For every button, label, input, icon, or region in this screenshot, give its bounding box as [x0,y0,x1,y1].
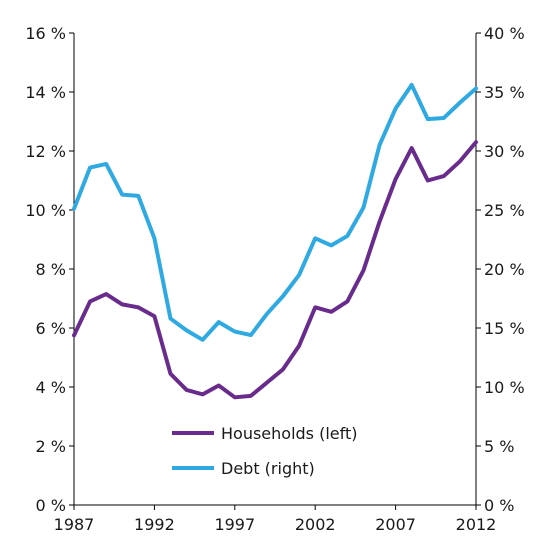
x-tick-label: 1997 [214,515,255,534]
x-tick-label: 1992 [134,515,175,534]
series-layer [72,82,478,400]
left-tick-label: 14 % [25,83,66,102]
x-tick-label: 2012 [456,515,497,534]
legend-item-debt: Debt (right) [172,459,315,478]
left-axis-ticks: 0 % 2 % 4 % 6 % 8 % 10 % 12 % 14 % 16 % [25,24,74,515]
right-tick-label: 30 % [484,142,525,161]
x-axis-ticks: 1987 1992 1997 2002 2007 2012 [54,505,497,534]
right-tick-label: 5 % [484,437,514,456]
right-tick-label: 10 % [484,378,525,397]
x-tick-label: 1987 [54,515,95,534]
right-tick-label: 15 % [484,319,525,338]
series-line-debt [72,82,478,342]
series-line-households [72,140,478,400]
left-tick-label: 16 % [25,24,66,43]
right-tick-label: 35 % [484,83,525,102]
right-tick-label: 20 % [484,260,525,279]
right-tick-label: 40 % [484,24,525,43]
left-tick-label: 10 % [25,201,66,220]
legend-item-households: Households (left) [172,424,358,443]
right-tick-label: 25 % [484,201,525,220]
left-tick-label: 0 % [36,496,66,515]
legend: Households (left) Debt (right) [172,424,358,478]
left-tick-label: 2 % [36,437,66,456]
legend-label-debt: Debt (right) [221,459,315,478]
legend-label-households: Households (left) [221,424,358,443]
right-axis-ticks: 0 % 5 % 10 % 15 % 20 % 25 % 30 % 35 % 40 % [476,24,525,515]
x-tick-label: 2007 [375,515,416,534]
left-tick-label: 6 % [36,319,66,338]
x-tick-label: 2002 [295,515,336,534]
left-tick-label: 12 % [25,142,66,161]
left-tick-label: 4 % [36,378,66,397]
left-tick-label: 8 % [36,260,66,279]
right-tick-label: 0 % [484,496,514,515]
